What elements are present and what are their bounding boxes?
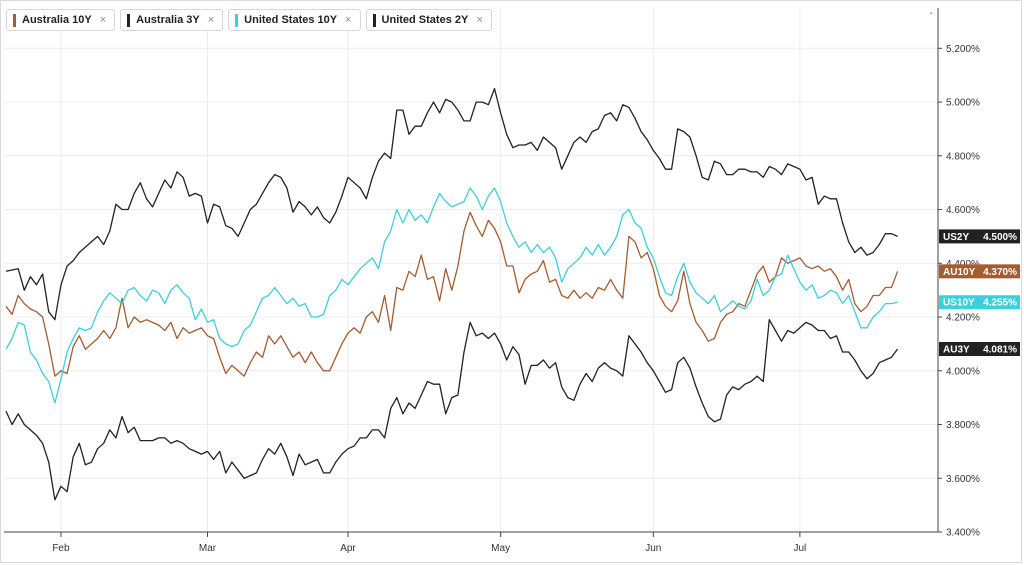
tag-value: 4.370%	[983, 267, 1017, 278]
series-lines	[5, 87, 899, 501]
y-tick-label: 4.400%	[946, 259, 980, 270]
tag-value: 4.500%	[983, 232, 1017, 243]
tag-value: 4.255%	[983, 298, 1017, 309]
tag-symbol: US10Y	[943, 298, 975, 309]
y-tick-label: 4.200%	[946, 313, 980, 324]
x-tick-label: Jul	[793, 543, 806, 554]
legend-swatch	[13, 13, 16, 27]
legend-label: United States 10Y	[244, 14, 338, 26]
tag-background	[939, 264, 1020, 279]
y-tick-label: 3.800%	[946, 420, 980, 431]
series-line-united-states-10y[interactable]	[5, 187, 898, 404]
tag-symbol: AU10Y	[943, 267, 976, 278]
series-line-australia-3y[interactable]	[5, 319, 899, 501]
last-value-tag-au3y: AU3Y 4.081%	[939, 342, 1020, 357]
last-value-tag-us10y: US10Y 4.255%	[939, 295, 1020, 310]
y-tick-label: 4.600%	[946, 205, 980, 216]
y-tick-label: 5.200%	[946, 44, 980, 55]
legend-item-united-states-10y[interactable]: United States 10Y ×	[228, 9, 361, 31]
last-value-tag-us2y: US2Y 4.500%	[939, 229, 1020, 244]
x-tick-label: Feb	[52, 543, 70, 554]
tag-symbol: US2Y	[943, 232, 969, 243]
x-tick-label: May	[491, 543, 510, 554]
legend: Australia 10Y × Australia 3Y × United States…	[6, 9, 492, 31]
tag-value: 4.081%	[983, 345, 1017, 356]
x-tick-label: Apr	[340, 543, 356, 554]
legend-item-united-states-2y[interactable]: United States 2Y ×	[365, 9, 492, 31]
legend-label: Australia 10Y	[22, 14, 92, 26]
remove-series-icon[interactable]: ×	[207, 14, 215, 26]
y-tick-label: 5.000%	[946, 98, 980, 109]
grid	[4, 8, 938, 532]
legend-label: United States 2Y	[381, 14, 469, 26]
legend-swatch	[372, 13, 376, 27]
tag-background	[939, 229, 1020, 244]
legend-label: Australia 3Y	[136, 14, 200, 26]
y-tick-label: 3.400%	[946, 528, 980, 539]
tag-symbol: AU3Y	[943, 345, 970, 356]
y-tick-label: 4.000%	[946, 366, 980, 377]
tag-background	[939, 295, 1020, 310]
legend-swatch	[127, 13, 131, 27]
tag-background	[939, 342, 1020, 357]
last-value-tags: US2Y 4.500% AU10Y 4.370% US10Y 4.255% AU3Y 4.08…	[939, 229, 1020, 357]
legend-item-australia-10y[interactable]: Australia 10Y ×	[6, 9, 116, 31]
series-line-united-states-2y[interactable]	[5, 87, 898, 321]
remove-series-icon[interactable]: ×	[476, 14, 483, 26]
x-tick-label: Jun	[645, 543, 661, 554]
remove-series-icon[interactable]: ×	[345, 14, 352, 26]
last-value-tag-au10y: AU10Y 4.370%	[939, 264, 1020, 279]
remove-series-icon[interactable]: ×	[99, 14, 107, 26]
y-tick-label: 3.600%	[946, 474, 980, 485]
x-tick-label: Mar	[199, 543, 217, 554]
y-tick-label: 4.800%	[946, 151, 980, 162]
legend-swatch	[235, 13, 239, 27]
series-line-australia-10y[interactable]	[5, 211, 899, 377]
axes: ⠄ 3.400% 3.600% 3.800% 4.000% 4.200% 4.400% 4.…	[4, 7, 980, 554]
legend-item-australia-3y[interactable]: Australia 3Y ×	[120, 9, 224, 31]
chart-menu-icon[interactable]: ⠄	[929, 7, 936, 18]
